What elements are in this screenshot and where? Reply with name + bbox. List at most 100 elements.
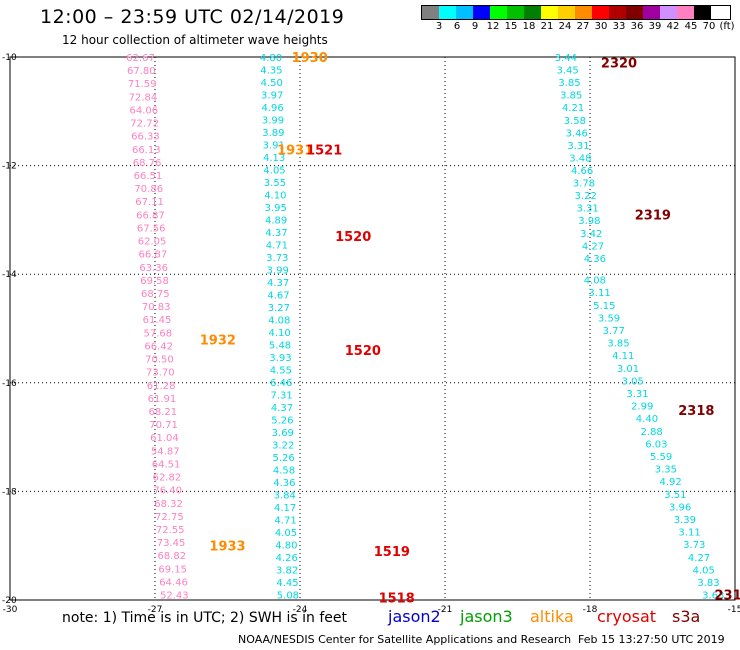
wave-height-label: 3.11 [588, 288, 610, 299]
legend-jason2: jason2 [388, 607, 441, 626]
legend-s3a: s3a [672, 607, 701, 626]
scale-label: 6 [453, 21, 461, 32]
legend-cryosat: cryosat [597, 607, 657, 626]
wave-height-label: 4.11 [612, 351, 634, 362]
wave-height-label: 68.21 [148, 407, 177, 418]
wave-height-label: 3.97 [261, 91, 283, 102]
plot-frame [9, 56, 736, 601]
scale-label: 12 [486, 21, 500, 32]
wave-height-label: 72.55 [156, 525, 185, 536]
color-scale-swatches [421, 5, 731, 20]
page-subtitle: 12 hour collection of altimeter wave hei… [62, 33, 328, 47]
wave-height-label: 4.80 [275, 541, 297, 552]
wave-height-label: 3.22 [575, 191, 597, 202]
pass-time-label: 1932 [200, 333, 236, 348]
pass-time-label: 1521 [306, 143, 342, 158]
scale-label: 21 [540, 21, 554, 32]
color-scale: 3 6 9 12 15 18 21 24 27 30 33 36 39 42 45 70 (ft) [421, 5, 735, 32]
wave-height-label: 4.71 [266, 241, 288, 252]
credit-text: NOAA/NESDIS Center for Satellite Applica… [238, 633, 572, 646]
pass-time-label: 2320 [601, 56, 637, 71]
wave-height-label: 3.39 [674, 515, 696, 526]
pass-time-label: 2319 [635, 208, 671, 223]
scale-label: 45 [684, 21, 698, 32]
scale-swatch [575, 6, 592, 19]
wave-height-label: 4.37 [267, 278, 289, 289]
wave-height-label: 69.15 [158, 564, 187, 575]
wave-height-label: 4.96 [261, 103, 283, 114]
wave-height-label: 71.59 [128, 79, 157, 90]
wave-height-label: 4.21 [562, 103, 584, 114]
wave-height-label: 3.77 [603, 326, 625, 337]
wave-height-label: 3.35 [655, 465, 677, 476]
wave-height-label: 2.88 [641, 427, 663, 438]
wave-height-label: 3.63 [702, 591, 724, 602]
wave-height-label: 3.85 [558, 78, 580, 89]
wave-height-label: 4.05 [693, 565, 715, 576]
wave-height-label: 4.08 [268, 316, 290, 327]
wave-height-label: 4.05 [275, 528, 297, 539]
wave-height-label: 3.93 [269, 353, 291, 364]
pass-time-label: 1520 [335, 230, 371, 245]
wave-height-label: 3.85 [607, 339, 629, 350]
wave-height-label: 6.46 [270, 378, 292, 389]
pass-time-label: 1931 [277, 143, 313, 158]
y-tick-label: -16 [2, 379, 17, 389]
wave-height-label: 3.22 [272, 441, 294, 452]
wave-height-label: 4.58 [273, 466, 295, 477]
wave-height-label: 4.37 [271, 403, 293, 414]
wave-height-label: 4.36 [273, 478, 295, 489]
wave-height-label: 4.55 [270, 366, 292, 377]
wave-height-label: 4.40 [636, 414, 658, 425]
wave-height-label: 72.84 [129, 92, 158, 103]
wave-height-label: 54.87 [151, 446, 180, 457]
scale-swatch [660, 6, 677, 19]
wave-height-label: 3.31 [576, 204, 598, 215]
scale-swatch [422, 6, 439, 19]
color-scale-labels: 3 6 9 12 15 18 21 24 27 30 33 36 39 42 45 70 (ft) [421, 20, 735, 32]
wave-height-label: 66.87 [136, 210, 165, 221]
wave-height-label: 3.58 [564, 116, 586, 127]
wave-height-label: 61.91 [148, 394, 177, 405]
scale-label: 42 [666, 21, 680, 32]
y-tick-label: -10 [2, 53, 17, 63]
pass-time-label: 2317 [714, 589, 740, 604]
x-tick-label: -30 [3, 605, 18, 615]
wave-height-label: 3.84 [274, 491, 296, 502]
scale-swatch [694, 6, 711, 19]
wave-height-label: 3.95 [265, 203, 287, 214]
wave-height-label: 76.40 [153, 486, 182, 497]
wave-height-label: 69.58 [140, 276, 169, 287]
pass-time-label: 1518 [379, 591, 415, 606]
pass-time-label: 1933 [209, 540, 245, 555]
wave-height-label: 3.46 [566, 128, 588, 139]
wave-height-label: 3.73 [683, 540, 705, 551]
wave-height-label: 3.31 [567, 141, 589, 152]
wave-height-label: 3.99 [267, 266, 289, 277]
wave-height-label: 70.83 [142, 302, 171, 313]
scale-label: 3 [435, 21, 443, 32]
scale-label: 36 [630, 21, 644, 32]
wave-height-label: 3.96 [669, 502, 691, 513]
wave-height-label: 5.26 [272, 453, 294, 464]
scale-swatch [439, 6, 456, 19]
wave-height-label: 57.68 [144, 328, 173, 339]
wave-height-label: 3.59 [598, 313, 620, 324]
wave-height-label: 3.05 [622, 376, 644, 387]
x-tick-label: -21 [438, 605, 453, 615]
wave-height-label: 5.15 [593, 301, 615, 312]
wave-height-label: 5.26 [271, 416, 293, 427]
wave-height-label: 4.71 [274, 516, 296, 527]
scale-label: 33 [612, 21, 626, 32]
wave-height-label: 3.98 [578, 216, 600, 227]
wave-height-label: 63.36 [139, 263, 168, 274]
wave-height-label: 66.87 [139, 250, 168, 261]
wave-height-label: 4.10 [264, 191, 286, 202]
scale-label: 70 [702, 21, 716, 32]
wave-height-label: 70.86 [134, 184, 163, 195]
wave-height-label: 68.82 [158, 551, 187, 562]
wave-height-label: 67.56 [137, 223, 166, 234]
wave-height-label: 66.13 [132, 145, 161, 156]
wave-height-label: 6.03 [645, 439, 667, 450]
generated-timestamp: Feb 15 13:27:50 UTC 2019 [578, 633, 725, 646]
